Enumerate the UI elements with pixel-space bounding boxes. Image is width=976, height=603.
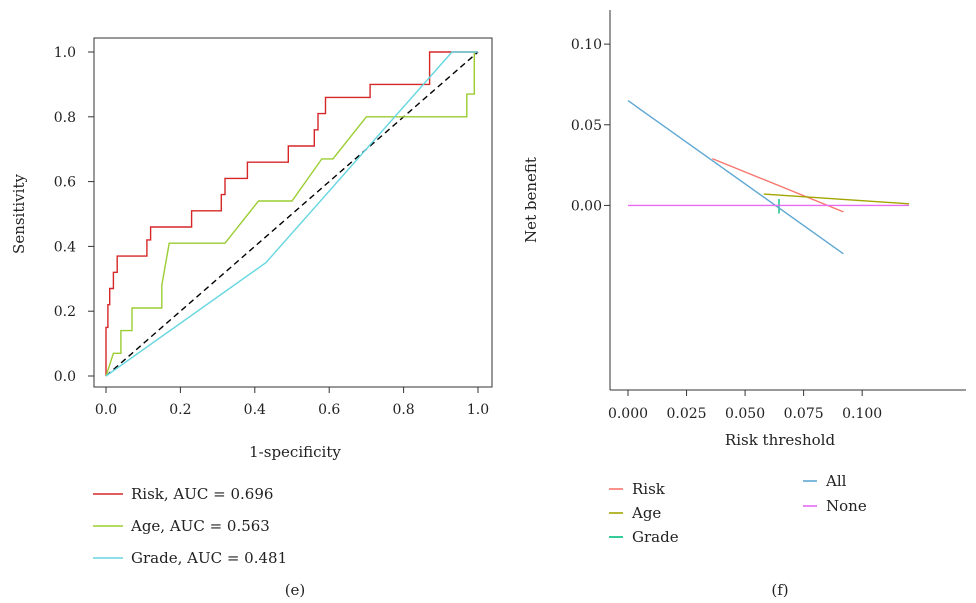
y-axis-label: Sensitivity [10, 174, 28, 254]
x-tick-label: 0.0 [95, 402, 117, 418]
legend-label: All [825, 472, 847, 490]
series-line-risk [105, 51, 478, 376]
y-tick-label: 0.0 [54, 369, 76, 385]
series-line-grade [105, 51, 478, 377]
roc-chart-panel: 0.0 0.2 0.4 0.6 0.8 1.0 0.0 0.2 0.4 0.6 0.8 1.0 1-sp… [10, 37, 493, 599]
legend: Risk Age Grade All None [609, 472, 867, 546]
x-tick-label: 0.000 [608, 406, 648, 422]
y-tick-label: 0.00 [571, 198, 602, 214]
y-tick-label: 0.8 [54, 110, 76, 126]
x-tick-label: 0.4 [244, 402, 266, 418]
legend-label: Risk, AUC = 0.696 [131, 485, 273, 503]
reference-diagonal-line [105, 51, 479, 377]
legend: Risk, AUC = 0.696 Age, AUC = 0.563 Grade, … [93, 485, 287, 567]
y-tick-label: 0.6 [54, 175, 76, 191]
x-tick-label: 0.2 [169, 402, 191, 418]
x-tick-label: 0.8 [392, 402, 414, 418]
legend-label: Age, AUC = 0.563 [130, 517, 270, 535]
legend-label: Grade, AUC = 0.481 [131, 549, 287, 567]
plot-frame [93, 37, 493, 388]
x-axis-label: Risk threshold [725, 431, 836, 449]
y-axis-label: Net benefit [522, 157, 540, 243]
x-tick-label: 0.050 [725, 406, 765, 422]
y-tick-label: 1.0 [54, 45, 76, 61]
panel-label: (e) [285, 581, 306, 599]
legend-label: Age [631, 504, 661, 522]
series-line-age [763, 193, 910, 205]
y-tick-label: 0.2 [54, 304, 76, 320]
series-line-age [105, 52, 475, 377]
x-tick-label: 0.100 [842, 406, 882, 422]
x-tick-label: 0.025 [666, 406, 706, 422]
x-tick-label: 1.0 [467, 402, 489, 418]
series-line-risk [712, 157, 844, 213]
y-tick-label: 0.05 [571, 118, 602, 134]
panel-label: (f) [771, 581, 788, 599]
legend-label: Risk [632, 480, 666, 498]
y-tick-label: 0.10 [571, 37, 602, 53]
y-tick-label: 0.4 [54, 239, 76, 255]
x-axis-label: 1-specificity [249, 443, 341, 461]
x-tick-label: 0.075 [784, 406, 824, 422]
decision-curve-panel: 0.000 0.025 0.050 0.075 0.100 0.00 0.05 0.10 Ris… [522, 10, 966, 599]
series-line-all [627, 100, 844, 255]
legend-label: None [826, 497, 867, 515]
x-tick-label: 0.6 [318, 402, 340, 418]
legend-label: Grade [632, 528, 679, 546]
